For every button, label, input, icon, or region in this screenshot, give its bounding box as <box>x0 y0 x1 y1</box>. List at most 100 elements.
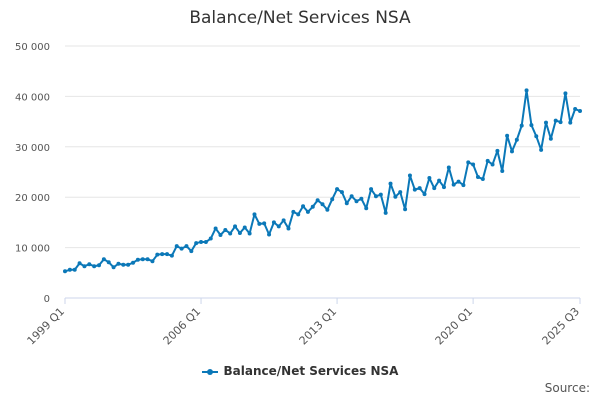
data-point[interactable] <box>165 252 170 257</box>
data-point[interactable] <box>101 257 106 262</box>
data-point[interactable] <box>228 231 233 236</box>
data-point[interactable] <box>427 176 432 181</box>
data-point[interactable] <box>267 232 272 237</box>
data-point[interactable] <box>145 257 150 262</box>
data-point[interactable] <box>539 147 544 152</box>
data-point[interactable] <box>471 162 476 167</box>
data-point[interactable] <box>339 190 344 195</box>
data-point[interactable] <box>242 225 247 230</box>
data-point[interactable] <box>203 240 208 245</box>
data-point[interactable] <box>451 182 456 187</box>
data-point[interactable] <box>558 120 563 125</box>
data-point[interactable] <box>495 148 500 153</box>
data-point[interactable] <box>310 204 315 209</box>
data-point[interactable] <box>174 244 179 249</box>
data-point[interactable] <box>92 264 97 269</box>
data-point[interactable] <box>505 133 510 138</box>
data-point[interactable] <box>578 109 582 114</box>
data-point[interactable] <box>388 181 393 186</box>
data-point[interactable] <box>150 259 155 264</box>
data-point[interactable] <box>320 202 325 207</box>
data-point[interactable] <box>354 199 359 204</box>
data-point[interactable] <box>155 252 160 257</box>
data-point[interactable] <box>422 192 427 197</box>
data-point[interactable] <box>82 264 87 269</box>
data-point[interactable] <box>301 204 306 209</box>
data-point[interactable] <box>126 262 131 267</box>
data-point[interactable] <box>121 262 126 267</box>
data-point[interactable] <box>179 246 184 251</box>
data-point[interactable] <box>563 91 568 96</box>
data-point[interactable] <box>106 260 111 265</box>
data-point[interactable] <box>286 226 291 231</box>
data-point[interactable] <box>184 244 189 249</box>
data-point[interactable] <box>140 257 145 262</box>
data-point[interactable] <box>514 137 519 142</box>
data-point[interactable] <box>218 233 223 237</box>
data-point[interactable] <box>534 134 539 139</box>
data-point[interactable] <box>330 197 335 202</box>
data-point[interactable] <box>208 236 213 241</box>
data-point[interactable] <box>509 149 514 154</box>
data-point[interactable] <box>369 187 374 192</box>
data-point[interactable] <box>223 227 228 232</box>
data-point[interactable] <box>378 192 383 197</box>
data-point[interactable] <box>456 179 461 184</box>
data-point[interactable] <box>131 260 136 265</box>
data-point[interactable] <box>553 118 558 123</box>
data-point[interactable] <box>432 186 437 191</box>
data-point[interactable] <box>568 120 573 125</box>
data-point[interactable] <box>359 196 364 201</box>
data-point[interactable] <box>393 194 398 199</box>
data-point[interactable] <box>407 173 412 178</box>
data-point[interactable] <box>111 265 116 270</box>
data-point[interactable] <box>364 206 369 211</box>
data-point[interactable] <box>213 226 218 231</box>
data-point[interactable] <box>529 123 534 128</box>
data-point[interactable] <box>475 175 480 180</box>
data-point[interactable] <box>524 88 529 93</box>
data-point[interactable] <box>466 160 471 165</box>
data-point[interactable] <box>519 123 524 128</box>
data-point[interactable] <box>160 252 165 257</box>
data-point[interactable] <box>252 212 257 217</box>
data-point[interactable] <box>398 190 403 195</box>
data-point[interactable] <box>135 257 140 262</box>
data-point[interactable] <box>281 218 286 223</box>
data-point[interactable] <box>446 165 451 170</box>
data-point[interactable] <box>344 201 349 206</box>
data-point[interactable] <box>77 261 82 266</box>
data-point[interactable] <box>189 249 194 254</box>
data-point[interactable] <box>325 207 330 212</box>
data-point[interactable] <box>403 207 408 212</box>
data-point[interactable] <box>87 262 92 267</box>
data-point[interactable] <box>116 261 121 266</box>
data-point[interactable] <box>169 253 174 258</box>
data-point[interactable] <box>237 230 242 235</box>
data-point[interactable] <box>543 120 548 125</box>
data-point[interactable] <box>315 198 320 203</box>
data-point[interactable] <box>194 241 199 246</box>
data-point[interactable] <box>233 224 238 229</box>
data-point[interactable] <box>296 212 301 217</box>
data-point[interactable] <box>485 158 490 163</box>
data-point[interactable] <box>573 107 578 111</box>
data-point[interactable] <box>490 162 495 167</box>
data-point[interactable] <box>199 240 204 245</box>
data-point[interactable] <box>412 187 417 192</box>
data-point[interactable] <box>335 187 340 192</box>
data-point[interactable] <box>72 267 77 272</box>
data-point[interactable] <box>63 269 67 274</box>
data-point[interactable] <box>461 183 466 188</box>
data-point[interactable] <box>349 194 354 199</box>
data-point[interactable] <box>67 267 72 272</box>
data-point[interactable] <box>383 210 388 215</box>
data-point[interactable] <box>500 168 505 173</box>
data-point[interactable] <box>271 220 276 225</box>
data-point[interactable] <box>437 178 442 183</box>
data-point[interactable] <box>276 224 281 229</box>
data-point[interactable] <box>548 136 553 141</box>
data-point[interactable] <box>305 209 310 214</box>
data-point[interactable] <box>262 221 267 226</box>
data-point[interactable] <box>441 185 446 190</box>
